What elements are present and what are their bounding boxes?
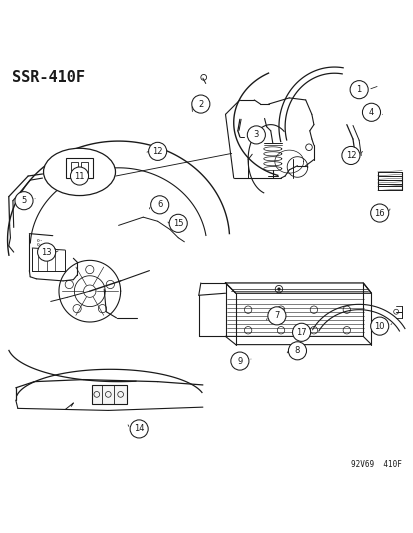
Circle shape [169, 214, 187, 232]
Circle shape [150, 196, 169, 214]
Text: 16: 16 [373, 208, 384, 217]
Text: 11: 11 [74, 172, 85, 181]
Text: 14: 14 [133, 424, 144, 433]
Text: 12: 12 [152, 147, 162, 156]
Bar [71, 163, 78, 175]
Circle shape [292, 323, 310, 341]
Text: 8: 8 [294, 346, 299, 356]
Circle shape [148, 142, 166, 160]
Circle shape [230, 352, 248, 370]
Circle shape [15, 192, 33, 210]
Circle shape [277, 287, 280, 291]
Bar [92, 384, 126, 404]
Ellipse shape [43, 148, 115, 196]
Circle shape [349, 80, 367, 99]
Text: 15: 15 [173, 219, 183, 228]
Text: 2: 2 [198, 100, 203, 109]
Circle shape [38, 243, 55, 261]
Circle shape [288, 342, 306, 360]
Text: 1: 1 [356, 85, 361, 94]
Text: c--: c-- [37, 238, 43, 243]
Text: 5: 5 [21, 196, 26, 205]
Text: 92V69  410F: 92V69 410F [351, 460, 401, 469]
Text: 9: 9 [237, 357, 242, 366]
Text: 13: 13 [41, 248, 52, 256]
Text: c--: c-- [37, 242, 43, 247]
Text: 6: 6 [157, 200, 162, 209]
Circle shape [130, 420, 148, 438]
Circle shape [70, 167, 88, 185]
Bar [66, 158, 93, 178]
Text: 10: 10 [374, 321, 384, 330]
Text: 17: 17 [296, 328, 306, 337]
Text: 4: 4 [368, 108, 373, 117]
Circle shape [247, 126, 265, 144]
Circle shape [361, 103, 380, 122]
Text: 3: 3 [253, 131, 259, 140]
Text: 12: 12 [345, 151, 355, 160]
Text: SSR-410F: SSR-410F [12, 70, 85, 85]
Circle shape [370, 317, 388, 335]
Circle shape [341, 147, 359, 165]
Bar [81, 163, 88, 175]
Circle shape [267, 307, 285, 325]
Text: 7: 7 [273, 311, 279, 320]
Circle shape [370, 204, 388, 222]
Circle shape [191, 95, 209, 113]
